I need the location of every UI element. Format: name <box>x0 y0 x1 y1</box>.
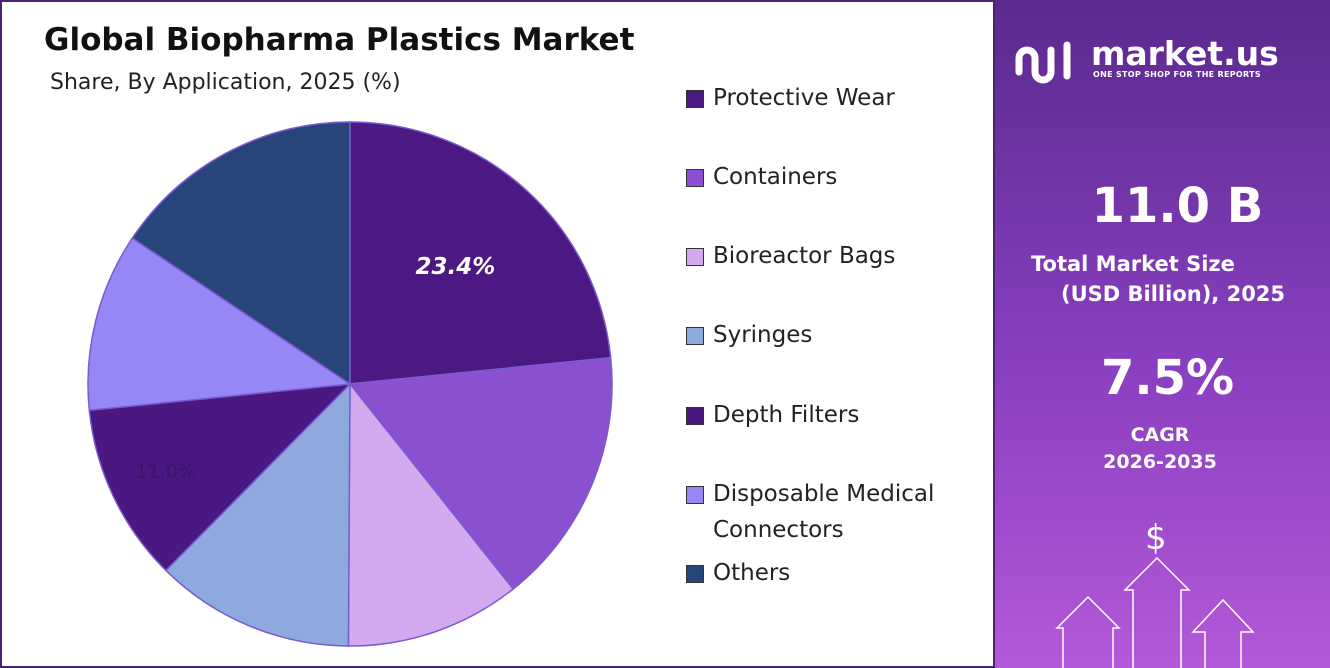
logo-icon <box>1015 41 1071 84</box>
legend-item: Containers <box>686 159 966 195</box>
legend-label: Others <box>713 560 791 586</box>
cagr-label: 2026-2035 <box>1103 451 1217 473</box>
brand: market.us <box>1091 34 1279 73</box>
legend-swatch <box>686 248 704 266</box>
chart-panel <box>0 0 995 668</box>
data-label: 11.0% <box>135 461 195 483</box>
legend-swatch <box>686 565 704 583</box>
legend-label: Syringes <box>713 322 813 348</box>
legend-label: Bioreactor Bags <box>713 243 896 269</box>
sidebar-art <box>1015 41 1255 668</box>
legend-label: Containers <box>713 164 838 190</box>
legend-item: Disposable Medical Connectors <box>686 476 966 548</box>
legend-swatch <box>686 90 704 108</box>
legend-item: Others <box>686 555 966 591</box>
pie-slice <box>349 121 612 385</box>
legend-swatch <box>686 486 704 504</box>
legend-swatch <box>686 169 704 187</box>
dollar-icon: $ <box>1145 518 1167 558</box>
pie-slice <box>131 121 351 386</box>
chart-subtitle: Share, By Application, 2025 (%) <box>50 70 401 95</box>
market-size: 11.0 B <box>1091 178 1264 234</box>
sidebar: market.us ONE STOP SHOP FOR THE REPORTS … <box>995 0 1330 668</box>
pie-slice <box>348 356 613 591</box>
pie-slice <box>87 237 353 412</box>
legend-label: Protective Wear <box>713 85 895 111</box>
market-size-label: (USD Billion), 2025 <box>1061 282 1286 306</box>
legend-label: Depth Filters <box>713 402 860 428</box>
data-label: 23.4% <box>416 254 496 280</box>
legend-item: Depth Filters <box>686 397 966 433</box>
pie-slice <box>347 381 515 647</box>
pie-slice <box>164 382 351 647</box>
legend-item: Syringes <box>686 317 966 353</box>
legend-label: Disposable Medical Connectors <box>713 481 935 543</box>
cagr-label: CAGR <box>1130 424 1190 446</box>
legend-swatch <box>686 407 704 425</box>
cagr: 7.5% <box>1100 350 1235 406</box>
legend-item: Bioreactor Bags <box>686 238 966 274</box>
arrows-icon <box>1055 556 1255 668</box>
chart-title: Global Biopharma Plastics Market <box>44 22 635 58</box>
legend-item: Protective Wear <box>686 80 966 116</box>
pie-slice <box>88 383 352 572</box>
legend-swatch <box>686 327 704 345</box>
pie-chart: 23.4% 11.0% <box>87 121 613 647</box>
tagline: ONE STOP SHOP FOR THE REPORTS <box>1093 70 1261 79</box>
market-size-label: Total Market Size <box>1031 252 1235 276</box>
